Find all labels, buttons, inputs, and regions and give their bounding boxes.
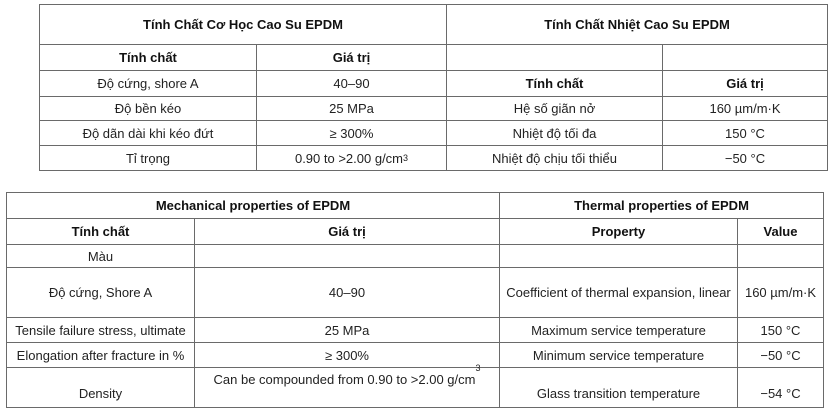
cell-text: Can be compounded from 0.90 to >2.00 g/c… bbox=[213, 372, 476, 387]
en-therm-cell: Coefficient of thermal expansion, linear bbox=[499, 267, 738, 318]
vi-mech-cell: Tỉ trọng bbox=[39, 145, 257, 171]
cell-text: −50 °C bbox=[724, 150, 766, 166]
cell-text: 40–90 bbox=[333, 76, 370, 91]
en-mech-cell: 25 MPa bbox=[194, 317, 500, 343]
cell-text: 150 °C bbox=[725, 125, 765, 141]
en-therm-cell bbox=[737, 244, 824, 268]
en-therm-cell: −54 °C bbox=[737, 367, 824, 408]
cell-text: Tính chất bbox=[119, 50, 177, 65]
cell-text: Tính Chất Cơ Học Cao Su EPDM bbox=[143, 17, 343, 32]
en-therm-header-value: Value bbox=[737, 218, 824, 245]
cell-text: Độ cứng, Shore A bbox=[48, 285, 153, 300]
cell-text: Giá trị bbox=[328, 224, 366, 239]
cell-text: Elongation after fracture in % bbox=[16, 347, 185, 363]
cell-text: Độ cứng, shore A bbox=[97, 76, 199, 91]
cell-text: 160 µm/m·K bbox=[744, 285, 817, 300]
cell-text: Thermal properties of EPDM bbox=[574, 198, 749, 213]
vi-thermal-title: Tính Chất Nhiệt Cao Su EPDM bbox=[446, 4, 828, 45]
cell-text: Tính chất bbox=[525, 76, 584, 91]
cell-text: Độ dãn dài khi kéo đứt bbox=[82, 125, 214, 141]
cell-text: Giá trị bbox=[332, 50, 371, 65]
vi-mech-cell: 25 MPa bbox=[256, 96, 447, 121]
en-mech-header-property: Tính chất bbox=[6, 218, 195, 245]
en-therm-cell: Glass transition temperature bbox=[499, 367, 738, 408]
vi-mech-cell: ≥ 300% bbox=[256, 120, 447, 146]
cell-text: Coefficient of thermal expansion, linear bbox=[506, 285, 731, 300]
vi-mech-header-property: Tính chất bbox=[39, 44, 257, 71]
cell-text: Value bbox=[763, 224, 798, 239]
vi-mechanical-title: Tính Chất Cơ Học Cao Su EPDM bbox=[39, 4, 447, 45]
cell-text: −54 °C bbox=[760, 386, 801, 401]
en-therm-cell: 160 µm/m·K bbox=[737, 267, 824, 318]
en-mech-header-value: Giá trị bbox=[194, 218, 500, 245]
vi-mech-cell: Độ dãn dài khi kéo đứt bbox=[39, 120, 257, 146]
vi-mech-cell: 40–90 bbox=[256, 70, 447, 97]
cell-text: Minimum service temperature bbox=[532, 347, 705, 363]
empty-cell bbox=[446, 44, 663, 71]
cell-text: 150 °C bbox=[760, 322, 801, 338]
vi-mech-header-value: Giá trị bbox=[256, 44, 447, 71]
en-mech-cell: Màu bbox=[6, 244, 195, 268]
en-mech-cell: Density bbox=[6, 367, 195, 408]
en-mech-cell: Can be compounded from 0.90 to >2.00 g/c… bbox=[194, 364, 500, 408]
vi-therm-cell: −50 °C bbox=[662, 145, 828, 171]
en-therm-cell: Minimum service temperature bbox=[499, 342, 738, 368]
cell-text: Giá trị bbox=[726, 76, 764, 91]
cell-text: 40–90 bbox=[328, 285, 366, 300]
en-therm-cell: 150 °C bbox=[737, 317, 824, 343]
vi-therm-header-value: Giá trị bbox=[662, 70, 828, 97]
cell-text: Mechanical properties of EPDM bbox=[155, 198, 351, 213]
en-mech-cell: Elongation after fracture in % bbox=[6, 342, 195, 368]
en-therm-cell bbox=[499, 244, 738, 268]
cell-text: Hệ số giãn nở bbox=[513, 101, 596, 116]
cell-text: 25 MPa bbox=[329, 101, 374, 116]
vi-therm-cell: Hệ số giãn nở bbox=[446, 96, 663, 121]
cell-text: Tensile failure stress, ultimate bbox=[15, 322, 186, 338]
vi-therm-cell: 160 µm/m·K bbox=[662, 96, 828, 121]
en-therm-cell: −50 °C bbox=[737, 342, 824, 368]
en-mech-cell: Tensile failure stress, ultimate bbox=[6, 317, 195, 343]
vi-therm-header-property: Tính chất bbox=[446, 70, 663, 97]
en-mech-cell: Độ cứng, Shore A bbox=[6, 267, 195, 318]
cell-text: Màu bbox=[87, 248, 114, 264]
vi-mech-cell: 0.90 to >2.00 g/cm 3 bbox=[256, 145, 447, 171]
cell-text: Maximum service temperature bbox=[531, 322, 706, 338]
cell-text: Nhiệt độ chịu tối thiểu bbox=[491, 150, 618, 166]
en-mech-cell: ≥ 300% bbox=[194, 342, 500, 368]
cell-text: ≥ 300% bbox=[325, 347, 369, 363]
cell-text: Nhiệt độ tối đa bbox=[512, 125, 597, 141]
cell-text: 25 MPa bbox=[324, 322, 370, 338]
cell-text: 0.90 to >2.00 g/cm bbox=[294, 150, 404, 166]
cell-text: Độ bền kéo bbox=[114, 101, 182, 116]
cell-text: ≥ 300% bbox=[329, 125, 374, 141]
en-mech-cell bbox=[194, 244, 500, 268]
vi-mech-cell: Độ bền kéo bbox=[39, 96, 257, 121]
cell-text: 160 µm/m·K bbox=[709, 101, 781, 116]
vi-mech-cell: Độ cứng, shore A bbox=[39, 70, 257, 97]
cell-text: Tính chất bbox=[71, 224, 130, 239]
cell-text: Tính Chất Nhiệt Cao Su EPDM bbox=[544, 17, 730, 32]
en-therm-cell: Maximum service temperature bbox=[499, 317, 738, 343]
vi-therm-cell: Nhiệt độ chịu tối thiểu bbox=[446, 145, 663, 171]
en-mech-cell: 40–90 bbox=[194, 267, 500, 318]
cell-text: Glass transition temperature bbox=[536, 386, 701, 401]
en-thermal-title: Thermal properties of EPDM bbox=[499, 192, 824, 219]
cell-text: Density bbox=[78, 386, 123, 401]
en-mechanical-title: Mechanical properties of EPDM bbox=[6, 192, 500, 219]
vi-therm-cell: Nhiệt độ tối đa bbox=[446, 120, 663, 146]
vi-therm-cell: 150 °C bbox=[662, 120, 828, 146]
empty-cell bbox=[662, 44, 828, 71]
cell-text: −50 °C bbox=[760, 347, 801, 363]
cell-text: Tỉ trọng bbox=[125, 150, 171, 166]
cell-text: Property bbox=[591, 224, 646, 239]
en-therm-header-property: Property bbox=[499, 218, 738, 245]
